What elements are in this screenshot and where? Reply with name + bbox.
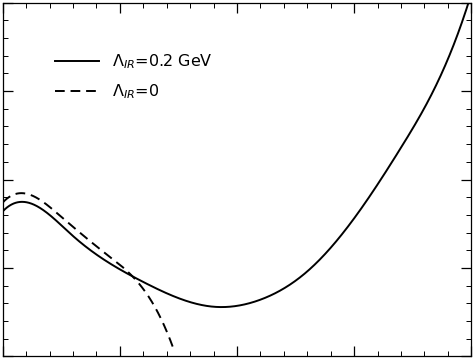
Legend: $\Lambda_{IR}$=0.2 GeV, $\Lambda_{IR}$=0: $\Lambda_{IR}$=0.2 GeV, $\Lambda_{IR}$=0 — [48, 46, 219, 107]
